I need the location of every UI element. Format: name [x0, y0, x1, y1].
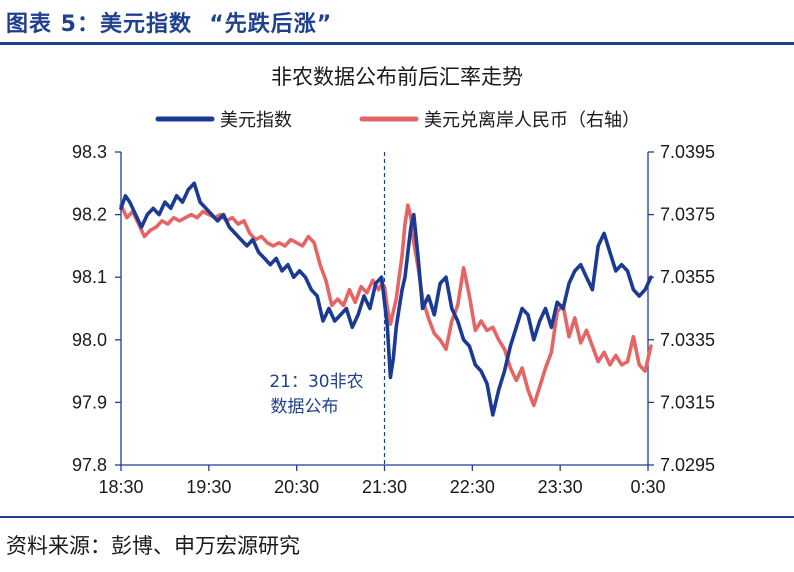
- right-y-tick-label: 7.0335: [660, 330, 715, 350]
- x-tick-label: 23:30: [538, 477, 583, 497]
- left-y-tick-label: 98.3: [72, 142, 107, 162]
- x-tick-label: 22:30: [450, 477, 495, 497]
- annotation-line-2: 数据公布: [271, 397, 339, 417]
- series-line-usd-index: [119, 181, 653, 417]
- annotation-line-1: 21：30非农: [269, 372, 363, 392]
- left-y-tick-label: 97.8: [72, 455, 107, 475]
- report-header: 图表 5：美元指数 “先跌后涨”: [0, 0, 794, 45]
- right-y-tick-label: 7.0355: [660, 267, 715, 287]
- left-y-tick-label: 98.2: [72, 205, 107, 225]
- figure-title: 图表 5：美元指数 “先跌后涨”: [6, 12, 333, 37]
- right-y-tick-label: 7.0295: [660, 455, 715, 475]
- legend-label-usd-index: 美元指数: [220, 110, 292, 131]
- nfp-release-annotation: 21：30非农 数据公布: [269, 152, 386, 465]
- series-lines: [119, 181, 653, 417]
- legend: 美元指数 美元兑离岸人民币（右轴）: [155, 110, 640, 131]
- right-y-tick-label: 7.0315: [660, 392, 715, 412]
- left-y-tick-label: 98.1: [72, 267, 107, 287]
- x-tick-label: 19:30: [186, 477, 231, 497]
- right-y-tick-label: 7.0395: [660, 142, 715, 162]
- axes: 97.8 97.9 98.0 98.1 98.2 98.3 7.0295 7.0315 7.03…: [72, 142, 715, 497]
- right-y-tick-label: 7.0375: [660, 205, 715, 225]
- fx-line-chart: 非农数据公布前后汇率走势 美元指数 美元兑离岸人民币（右轴） 97.897.99…: [72, 65, 715, 497]
- x-tick-label: 18:30: [98, 477, 143, 497]
- left-y-tick-label: 97.9: [72, 392, 107, 412]
- x-tick-label: 20:30: [274, 477, 319, 497]
- source-note: 资料来源：彭博、申万宏源研究: [6, 534, 300, 558]
- legend-label-usdcnh: 美元兑离岸人民币（右轴）: [424, 110, 640, 131]
- header-divider: [0, 42, 794, 45]
- left-y-tick-label: 98.0: [72, 330, 107, 350]
- footer-divider: [0, 516, 794, 518]
- x-tick-label: 21:30: [362, 477, 407, 497]
- x-tick-label: 0:30: [630, 477, 665, 497]
- chart-title: 非农数据公布前后汇率走势: [271, 65, 523, 89]
